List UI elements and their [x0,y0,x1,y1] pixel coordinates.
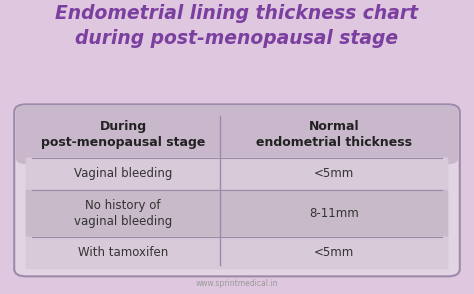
Text: No history of
vaginal bleeding: No history of vaginal bleeding [74,199,172,228]
Text: With tamoxifen: With tamoxifen [78,246,168,259]
Text: Vaginal bleeding: Vaginal bleeding [74,167,172,180]
Text: <5mm: <5mm [314,167,354,180]
Text: During
post-menopausal stage: During post-menopausal stage [41,120,205,149]
Text: 8-11mm: 8-11mm [309,207,359,220]
Text: Endometrial lining thickness chart
during post-menopausal stage: Endometrial lining thickness chart durin… [55,4,419,48]
FancyBboxPatch shape [26,158,448,190]
FancyBboxPatch shape [14,104,460,276]
FancyBboxPatch shape [26,237,448,269]
FancyBboxPatch shape [16,105,458,164]
Text: Normal
endometrial thickness: Normal endometrial thickness [256,120,412,149]
Text: <5mm: <5mm [314,246,354,259]
Text: www.sprintmedical.in: www.sprintmedical.in [196,279,278,288]
FancyBboxPatch shape [26,190,448,237]
